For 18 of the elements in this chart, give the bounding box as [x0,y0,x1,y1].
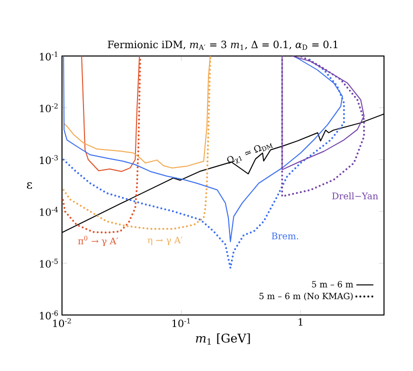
annotation: η → γ A′ [148,236,183,246]
annotation: Drell−Yan [332,192,378,200]
annotation: π$^{0}$ → γ A′ [78,236,118,246]
x-axis-title: m$_{1}$ [GeV] [196,333,250,345]
y-tick-label: 10$^{-6}$ [40,310,58,320]
legend-label: 5 m – 6 m [312,281,354,288]
x-tick-label: 1 [298,318,302,326]
y-tick-label: 10$^{-1}$ [40,52,58,60]
y-tick-label: 10$^{-2}$ [40,103,58,112]
x-tick-label: 10$^{-2}$ [53,318,71,328]
y-tick-label: 10$^{-3}$ [40,155,58,164]
annotation: Brem. [272,232,298,240]
x-tick-label: 10$^{-1}$ [172,318,190,328]
y-axis-title: ε [26,182,32,189]
chart-title: Fermionic iDM, m$_{A′}$ = 3 m$_{1}$, Δ = 0.1, α$_{D}$ = 0.1 [108,40,338,50]
y-tick-label: 10$^{-4}$ [40,206,58,216]
y-tick-label: 10$^{-5}$ [40,258,58,268]
legend-label: 5 m – 6 m (No KMAG) [260,292,353,300]
